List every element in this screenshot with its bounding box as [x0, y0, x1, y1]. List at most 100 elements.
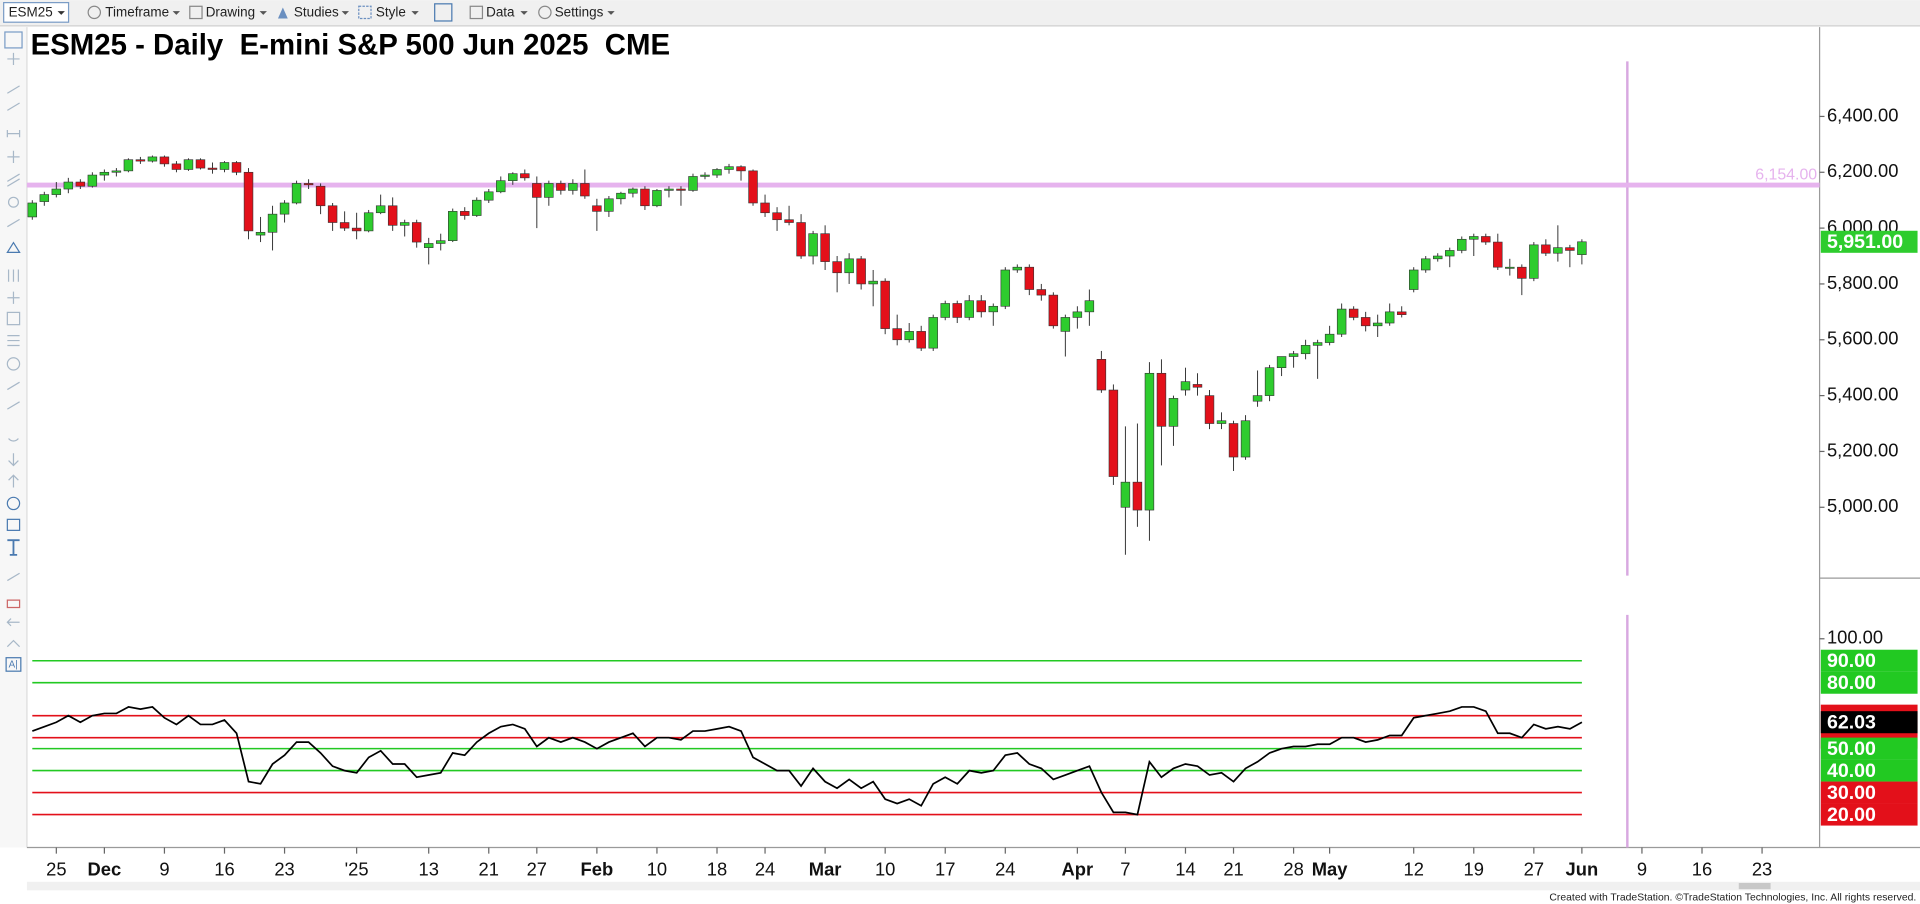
x-tick-label: 9 [159, 859, 169, 880]
drawing-tools[interactable] [4, 31, 23, 672]
candle-body [784, 219, 794, 223]
candle-body [363, 212, 374, 232]
candle-body [1493, 241, 1503, 268]
candle-body [604, 198, 614, 212]
candle-body [1108, 389, 1119, 477]
y-tick-label: 5,200.00 [1827, 439, 1898, 460]
candle-body [880, 280, 890, 329]
x-tick-label: 10 [875, 859, 895, 880]
x-tick-label: '25 [345, 859, 369, 880]
last-value-label: 62.03 [1827, 712, 1876, 734]
candle-body [219, 162, 230, 170]
y-tick-label: 5,800.00 [1827, 272, 1898, 293]
candle-body [904, 331, 914, 341]
candle-body [1264, 367, 1275, 396]
candle-body [159, 156, 170, 165]
candle-body [640, 188, 650, 207]
candle-body [1276, 356, 1287, 368]
x-tick-label: 25 [46, 859, 66, 880]
candle-body [1096, 359, 1107, 391]
x-tick-label: 10 [647, 859, 667, 880]
candle-body [63, 181, 74, 190]
level-label: 20.00 [1827, 804, 1876, 826]
candle-body [736, 166, 746, 172]
menu-arrows [172, 11, 615, 15]
candle-body [916, 331, 926, 349]
candle-body [207, 167, 218, 170]
candle-body [700, 174, 710, 177]
candle-body [448, 211, 458, 241]
candle-body [1324, 333, 1335, 343]
candle-body [1216, 420, 1227, 424]
candle-body [460, 211, 470, 216]
candle-body [868, 280, 878, 285]
candle-body [544, 183, 554, 198]
x-tick-label: 27 [527, 859, 547, 880]
chart-title: ESM25 - Daily E-mini S&P 500 Jun 2025 CM… [31, 28, 670, 61]
candle-body [748, 170, 758, 204]
scrollbar[interactable] [26, 881, 1920, 891]
candle-body [39, 194, 50, 202]
candle-body [1120, 481, 1131, 508]
candle-body [1144, 372, 1155, 511]
candle-body [1252, 395, 1263, 402]
level-label: 50.00 [1827, 738, 1876, 760]
symbol-box[interactable] [3, 1, 70, 23]
candle-body [1156, 372, 1167, 427]
menu-item[interactable]: Studies [294, 5, 339, 20]
candle-body [628, 188, 638, 194]
candle-body [436, 240, 446, 244]
level-tag [1820, 759, 1918, 782]
candle-body [423, 243, 434, 248]
scroll-thumb[interactable] [1738, 883, 1771, 890]
candle-body [1553, 247, 1563, 254]
candle-body [520, 173, 530, 179]
candle-body [1348, 308, 1359, 318]
x-tick-label: 16 [1692, 859, 1712, 880]
candle-body [664, 188, 674, 191]
x-tick-label: 28 [1283, 859, 1303, 880]
x-tick-label: 19 [1464, 859, 1484, 880]
candle-body [1541, 244, 1551, 254]
candle-body [988, 305, 998, 313]
candle-body [652, 190, 662, 207]
candle-body [195, 159, 206, 169]
oscillator-line [32, 706, 1583, 816]
candle-body [1360, 317, 1371, 327]
menu-item[interactable]: Timeframe [105, 5, 169, 20]
x-tick-label: Feb [581, 859, 614, 880]
candle-body [111, 170, 122, 173]
menu-item[interactable]: Drawing [206, 5, 255, 20]
candle-body [1288, 353, 1299, 357]
candle-body [844, 258, 854, 274]
layout-icon[interactable] [434, 3, 453, 22]
candle-body [279, 202, 290, 215]
x-tick-label: 23 [1752, 859, 1772, 880]
candle-body [327, 205, 338, 223]
last-price-label: 5,951.00 [1827, 231, 1903, 253]
menu-item[interactable]: Style [376, 5, 406, 20]
candle-body [796, 222, 806, 257]
menu-item[interactable]: Settings [555, 5, 604, 20]
candle-body [1336, 308, 1347, 335]
x-tick-label: Apr [1062, 859, 1094, 880]
x-tick-label: Dec [88, 859, 122, 880]
candle-body [688, 176, 698, 191]
candle-body [676, 188, 686, 191]
menu-item[interactable]: Data [486, 5, 515, 20]
candle-body [1421, 258, 1431, 271]
settings-icon [538, 5, 552, 20]
x-tick-label: 23 [274, 859, 294, 880]
candle-body [1048, 294, 1059, 327]
level-tag [1820, 781, 1918, 804]
candle-body [1240, 420, 1251, 458]
style-icon [358, 5, 372, 20]
last-price-tag [1820, 230, 1918, 253]
candle-body [231, 162, 242, 173]
candle-body [1372, 322, 1383, 327]
symbol[interactable]: ESM25 [9, 5, 53, 20]
candle-body [484, 191, 494, 201]
level-tag [1820, 737, 1918, 760]
x-tick-label: 16 [214, 859, 234, 880]
